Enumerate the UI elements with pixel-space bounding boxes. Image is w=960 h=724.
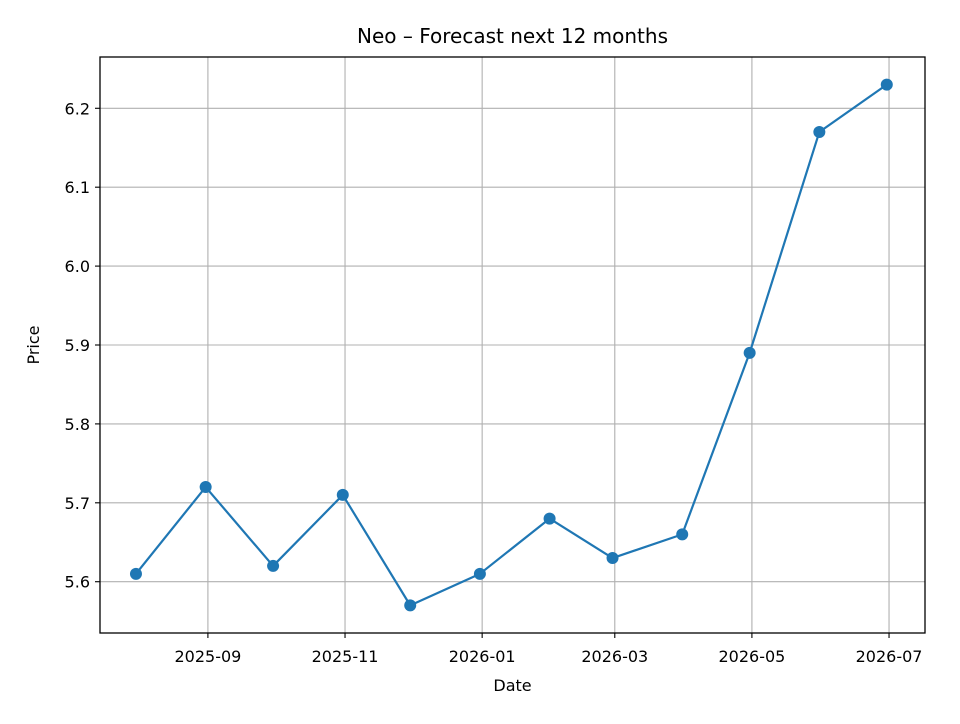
data-point [676,528,689,541]
data-point [813,125,826,138]
data-point [543,512,556,525]
data-point [743,346,756,359]
y-tick-label: 6.0 [65,257,90,276]
y-tick-label: 6.1 [65,178,90,197]
data-point [404,599,417,612]
data-point [199,481,212,494]
y-tick-label: 6.2 [65,99,90,118]
data-point [473,567,486,580]
y-tick-label: 5.9 [65,336,90,355]
series-line [135,83,888,607]
data-point [606,552,619,565]
data-point [129,567,142,580]
chart-title: Neo – Forecast next 12 months [357,24,668,48]
axis-ticks: 2025-09 2025-11 2026-01 2026-03 2026-05 2026-… [65,99,923,666]
data-point [336,488,349,501]
y-tick-label: 5.6 [65,573,90,592]
data-point [880,78,893,91]
y-tick-label: 5.8 [65,415,90,434]
y-axis-label: Price [24,325,43,364]
x-tick-label: 2025-11 [312,647,379,666]
x-tick-label: 2026-07 [856,647,923,666]
x-tick-label: 2026-01 [449,647,516,666]
x-tick-label: 2026-03 [581,647,648,666]
x-tick-label: 2026-05 [718,647,785,666]
series-layer [129,78,893,612]
data-point [267,559,280,572]
y-tick-label: 5.7 [65,494,90,513]
x-tick-label: 2025-09 [174,647,241,666]
x-axis-label: Date [493,676,531,695]
